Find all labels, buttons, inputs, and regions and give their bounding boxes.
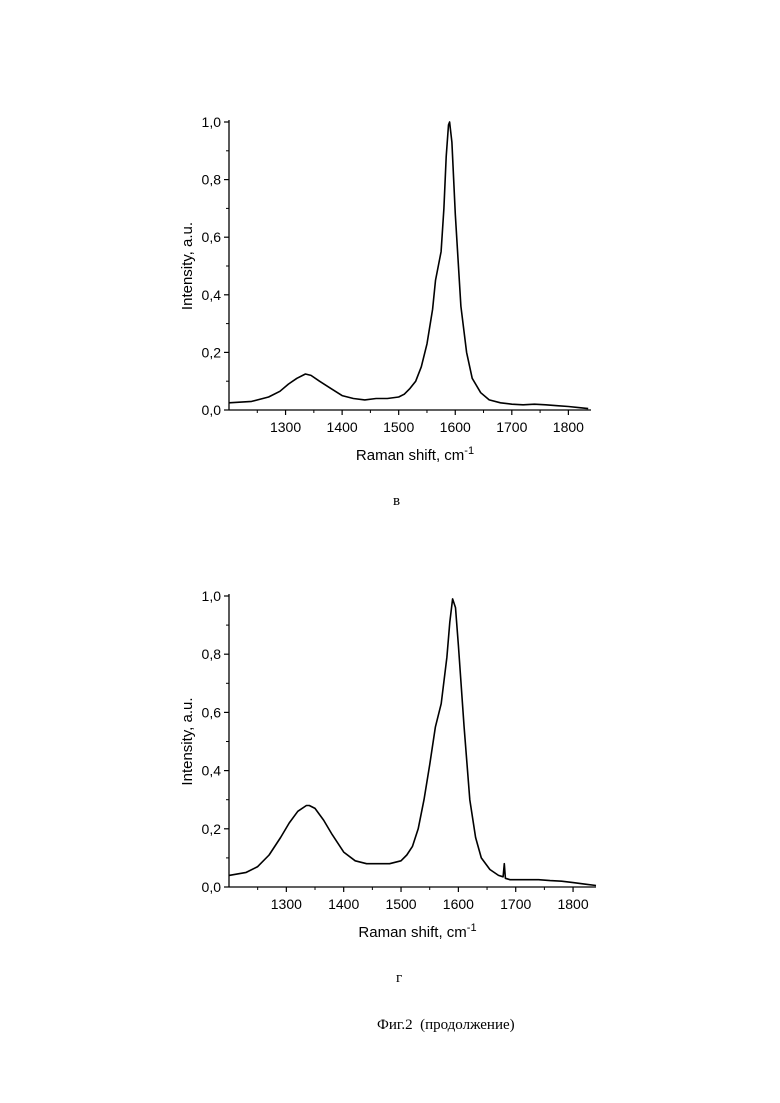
x-tick-label: 1700 xyxy=(496,419,527,435)
figure-caption: Фиг.2 (продолжение) xyxy=(377,1017,515,1034)
x-axis-title-superscript: -1 xyxy=(467,922,477,934)
x-axis-title: Raman shift, cm-1 xyxy=(356,445,474,464)
series-line-0 xyxy=(229,599,596,886)
x-tick-label: 1500 xyxy=(383,419,414,435)
series-line-0 xyxy=(229,122,588,409)
x-tick-label: 1500 xyxy=(385,896,416,912)
plot-area: 0,0 0,2 0,4 0,6 0,8 1,0 1300 1400 1500 1600 1700 18… xyxy=(179,588,596,941)
y-tick-label: 0,8 xyxy=(202,172,222,188)
y-tick-label: 0,4 xyxy=(202,287,222,303)
y-tick-label: 1,0 xyxy=(202,114,222,130)
x-tick-label: 1600 xyxy=(440,419,471,435)
x-axis-title: Raman shift, cm-1 xyxy=(358,922,476,941)
y-tick-label: 0,6 xyxy=(202,704,222,720)
plot-area: 0,0 0,2 0,4 0,6 0,8 1,0 1300 1400 1500 1600 1700 18… xyxy=(179,114,591,464)
y-tick-label: 0,8 xyxy=(202,646,222,662)
y-tick-label: 1,0 xyxy=(202,588,222,604)
raman-chart-g: 0,0 0,2 0,4 0,6 0,8 1,0 1300 1400 1500 1600 1700 18… xyxy=(0,575,780,955)
x-axis-title-text: Raman shift, cm xyxy=(358,924,466,941)
x-axis-title-text: Raman shift, cm xyxy=(356,447,464,464)
x-tick-label: 1800 xyxy=(557,896,588,912)
y-tick-label: 0,0 xyxy=(202,879,222,895)
x-axis-title-superscript: -1 xyxy=(464,445,474,457)
y-axis-title: Intensity, a.u. xyxy=(179,697,196,785)
raman-chart-v: 0,0 0,2 0,4 0,6 0,8 1,0 1300 1400 1500 1600 1700 18… xyxy=(0,100,780,480)
x-tick-label: 1700 xyxy=(500,896,531,912)
panel-label-v: в xyxy=(393,493,400,510)
y-tick-label: 0,0 xyxy=(202,402,222,418)
y-axis-title: Intensity, a.u. xyxy=(179,222,196,310)
x-tick-label: 1300 xyxy=(270,419,301,435)
x-tick-label: 1300 xyxy=(271,896,302,912)
y-tick-label: 0,2 xyxy=(202,821,222,837)
y-tick-label: 0,6 xyxy=(202,229,222,245)
panel-label-g: г xyxy=(396,970,402,987)
x-tick-label: 1800 xyxy=(553,419,584,435)
x-tick-label: 1400 xyxy=(327,419,358,435)
y-tick-label: 0,2 xyxy=(202,344,222,360)
x-tick-label: 1600 xyxy=(443,896,474,912)
y-tick-label: 0,4 xyxy=(202,763,222,779)
x-tick-label: 1400 xyxy=(328,896,359,912)
